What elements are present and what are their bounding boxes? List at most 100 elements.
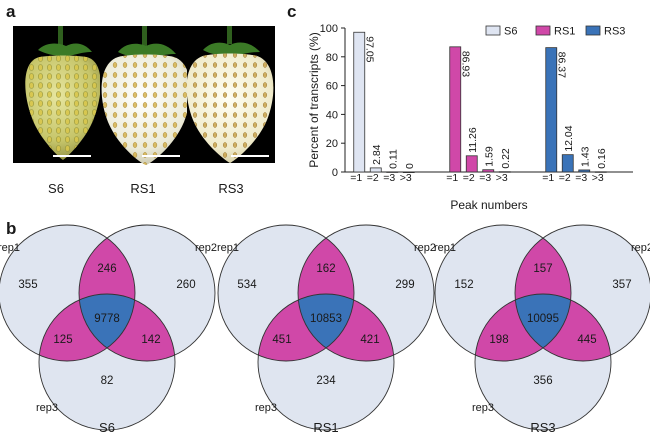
bar-label-rs3-3: 1.43 [579,146,591,167]
panel-a: a [6,2,275,196]
photo-s6-scale-bar [53,155,91,157]
chart-legend: S6 RS1 RS3 [485,25,625,38]
x-tick-label: =3 [479,172,491,184]
bar-label-s6-2: 2.84 [371,144,383,165]
x-tick-label: =2 [367,172,379,184]
venn-s6-count-only2: 260 [176,279,195,291]
x-tick-label: =2 [463,172,475,184]
venn-rs1-count-all: 10853 [310,313,342,325]
venn-rs3-count-r12: 157 [533,263,552,275]
venn-rs3-label-rep2: rep2 [631,242,650,254]
bar-s6-3 [386,171,399,173]
venn-s6-label-rep1: rep1 [0,242,20,254]
photo-s6 [13,26,101,163]
x-axis-title: Peak numbers [450,198,527,212]
venn-s6-label-rep3: rep3 [36,402,58,414]
venn-rs1-count-only3: 234 [316,375,336,387]
photo-s6-calyx [38,43,92,56]
bar-s6-1 [353,31,366,173]
bar-rs1-3 [482,169,495,173]
venn-rs1-label-rep3: rep3 [255,402,277,414]
x-tick-label: =3 [575,172,587,184]
venn-rs1-label-rep2: rep2 [414,242,436,254]
venn-rs1-count-only2: 299 [395,279,414,291]
venn-s6: 355 260 82 246 125 142 9778 rep1 rep2 rep3 S6 [0,224,217,435]
bar-rs3-3 [578,169,591,173]
venn-rs3-count-r23: 445 [577,334,596,346]
venn-rs3-count-only3: 356 [533,375,552,387]
venn-s6-overlap-rep1-rep3 [39,294,135,361]
venn-s6-label-rep2: rep2 [195,242,217,254]
bar-rs1-4 [498,171,511,173]
venn-s6-count-r12: 246 [97,263,116,275]
x-tick-label: =3 [383,172,395,184]
panel-c-letter: c [287,2,296,21]
venn-rs3-overlap-rep2-rep3 [515,294,611,361]
bar-rs3-2 [561,154,574,173]
venn-rs3-count-only1: 152 [454,279,473,291]
photo-rs3 [186,26,275,163]
bar-label-s6-3: 0.11 [387,149,399,169]
legend-label-rs1: RS1 [554,26,575,38]
venn-s6-title: S6 [99,420,115,435]
bar-label-s6-4: 0 [404,163,416,169]
y-tick-label: 60 [326,81,338,93]
x-tick-label: >3 [496,172,508,184]
venn-rs1-count-only1: 534 [237,279,257,291]
photo-rs3-label: RS3 [218,181,243,196]
legend-swatch-rs1 [535,25,551,36]
bar-rs1-1 [449,46,462,173]
photo-rs3-scale-bar [231,155,269,157]
x-tick-label: >3 [400,172,412,184]
photo-rs1-scale-bar [142,155,180,157]
photo-rs3-calyx [203,42,260,56]
venn-rs3-count-all: 10095 [527,313,559,325]
bar-label-rs1-2: 11.26 [467,127,479,153]
bar-label-rs3-1: 86.37 [555,52,567,78]
y-tick-label: 40 [326,109,338,121]
bar-label-rs1-3: 1.59 [483,146,495,167]
photo-rs1-calyx [118,43,176,58]
venn-rs1-label-rep1: rep1 [217,242,239,254]
panel-b-letter: b [6,219,16,238]
bar-s6-4 [402,171,415,174]
venn-rs3-label-rep3: rep3 [472,402,494,414]
x-tick-label: =1 [446,172,458,184]
legend-label-s6: S6 [504,26,517,38]
y-tick-label: 80 [326,52,338,64]
venn-rs1-count-r23: 421 [360,334,379,346]
legend-swatch-s6 [485,25,501,36]
venn-rs1-count-r12: 162 [316,263,335,275]
x-tick-label: >3 [592,172,604,184]
y-tick-label: 0 [332,167,338,179]
photo-rs1 [100,26,191,165]
bar-label-rs3-2: 12.04 [563,125,575,151]
bar-label-rs1-4: 0.22 [500,148,512,169]
venn-rs3-count-only2: 357 [612,279,631,291]
venn-s6-count-all: 9778 [94,313,120,325]
bar-rs3-1 [545,47,558,173]
venn-rs1-overlap-rep1-rep3 [258,294,354,361]
venn-s6-count-only3: 82 [101,375,114,387]
x-tick-label: =1 [350,172,362,184]
venn-rs1: 534 299 234 162 451 421 10853 rep1 rep2 rep3 RS1 [217,224,436,435]
venn-rs1-title: RS1 [313,420,338,435]
venn-s6-count-r23: 142 [141,334,160,346]
x-tick-label: =1 [542,172,554,184]
venn-rs3-title: RS3 [530,420,555,435]
venn-rs3: 152 357 356 157 198 445 10095 rep1 rep2 rep3 RS3 [434,224,650,435]
bar-rs1-2 [465,155,478,173]
x-tick-label: =2 [559,172,571,184]
venn-rs1-count-r13: 451 [272,334,291,346]
venn-s6-count-r13: 125 [53,334,72,346]
y-tick-label: 20 [326,138,338,150]
bar-label-rs3-4: 0.16 [596,148,608,169]
venn-s6-count-only1: 355 [18,279,37,291]
legend-swatch-rs3 [585,25,601,36]
bar-rs3-4 [594,171,607,173]
